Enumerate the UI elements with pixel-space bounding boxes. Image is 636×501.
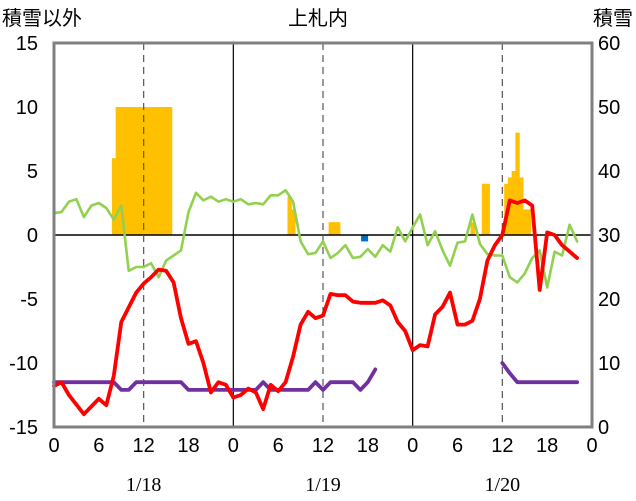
x-tick-label: 6: [273, 435, 284, 457]
bar-orange-7: [138, 107, 143, 235]
x-tick-label: 0: [586, 435, 597, 457]
date-labels: 1/18 1/19 1/20: [126, 474, 520, 496]
bar-orange-3: [123, 107, 128, 235]
bar-orange-18: [328, 222, 333, 235]
x-tick-label: 18: [177, 435, 199, 457]
bar-orange-13: [160, 107, 165, 235]
bar-orange-29: [522, 209, 528, 235]
x-tick-label: 0: [48, 435, 59, 457]
x-tick-label: 12: [133, 435, 155, 457]
bar-orange-12: [156, 107, 162, 235]
right-tick-label: 30: [598, 225, 620, 247]
x-tick-label: 6: [93, 435, 104, 457]
bar-orange-27: [515, 132, 520, 235]
left-tick-label: 5: [27, 161, 38, 183]
bar-orange-15: [167, 107, 173, 235]
series-purple-line-1: [500, 361, 579, 385]
x-tick-label: 18: [536, 435, 558, 457]
date-label: 1/18: [126, 474, 162, 496]
right-axis-label: 積雪: [593, 7, 633, 30]
left-axis-label: 積雪以外: [2, 7, 82, 30]
bar-orange-14: [164, 107, 169, 235]
bar-blue-0: [361, 235, 369, 242]
bar-orange-17: [291, 209, 296, 235]
left-tick-label: -10: [9, 353, 38, 375]
bar-orange-28: [519, 177, 524, 235]
bar-orange-4: [126, 107, 132, 235]
bar-orange-16: [287, 196, 292, 235]
left-tick-label: 0: [27, 225, 38, 247]
bar-orange-20: [336, 222, 341, 235]
right-tick-label: 60: [598, 33, 620, 55]
bar-orange-19: [332, 222, 337, 235]
left-tick-label: 10: [16, 97, 38, 119]
bar-orange-5: [130, 107, 135, 235]
x-tick-label: 6: [452, 435, 463, 457]
right-tick-label: 0: [598, 417, 609, 439]
bar-orange-2: [119, 107, 124, 235]
right-tick-label: 10: [598, 353, 620, 375]
bars-layer: [111, 107, 531, 242]
bar-orange-21: [470, 222, 475, 235]
bar-orange-9: [145, 107, 150, 235]
lines-layer: [52, 188, 579, 417]
right-tick-label: 50: [598, 97, 620, 119]
bar-orange-6: [134, 107, 139, 235]
right-ticks: 60 50 40 30 20 10 0: [598, 33, 620, 439]
bar-orange-8: [141, 107, 147, 235]
x-tick-label: 0: [407, 435, 418, 457]
bar-orange-0: [111, 158, 117, 235]
left-tick-label: -5: [20, 289, 38, 311]
bar-orange-11: [153, 107, 158, 235]
left-tick-label: 15: [16, 33, 38, 55]
grid-layer: [54, 43, 592, 427]
chart-title: 上札内: [288, 7, 348, 30]
date-label: 1/19: [305, 474, 341, 496]
x-tick-label: 12: [491, 435, 513, 457]
bar-orange-30: [526, 209, 531, 235]
x-tick-label: 12: [312, 435, 334, 457]
right-tick-label: 20: [598, 289, 620, 311]
x-tick-label: 18: [357, 435, 379, 457]
left-ticks: 15 10 5 0 -5 -10 -15: [9, 33, 38, 439]
bar-orange-10: [149, 107, 154, 235]
plot-frame: [52, 41, 594, 429]
bar-orange-23: [485, 183, 490, 235]
series-red-line-0: [52, 198, 579, 417]
right-tick-label: 40: [598, 161, 620, 183]
left-tick-label: -15: [9, 417, 38, 439]
date-label: 1/20: [485, 474, 521, 496]
bar-orange-1: [115, 107, 120, 235]
x-ticks: 0 6 12 18 0 6 12 18 0 6 12 18 0: [48, 435, 597, 457]
x-tick-label: 0: [228, 435, 239, 457]
bar-orange-22: [481, 183, 487, 235]
